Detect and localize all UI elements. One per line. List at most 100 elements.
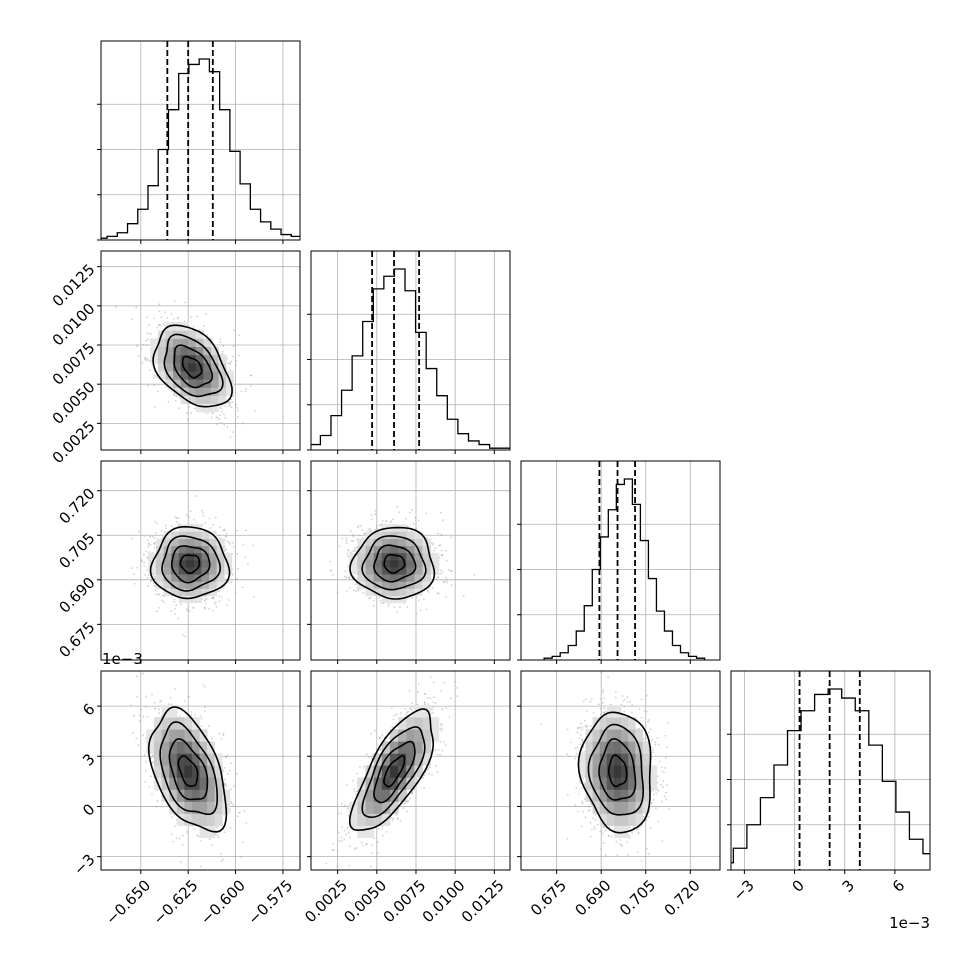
scatter-point — [407, 710, 410, 713]
scatter-point — [371, 851, 374, 854]
scatter-point — [654, 741, 656, 744]
scatter-point — [623, 705, 626, 708]
scatter-point — [379, 748, 382, 751]
scatter-point — [153, 546, 156, 549]
density-cell — [621, 789, 629, 802]
scatter-point — [170, 525, 173, 528]
scatter-point — [177, 316, 180, 319]
scatter-point — [173, 600, 176, 603]
density-cell — [606, 729, 615, 742]
scatter-point — [355, 846, 358, 849]
scatter-point — [362, 844, 365, 847]
scatter-point — [160, 316, 163, 319]
scatter-point — [353, 788, 356, 791]
density-cell — [613, 813, 622, 826]
density-cell — [349, 567, 358, 575]
scatter-point — [392, 718, 395, 721]
scatter-point — [579, 733, 582, 736]
scatter-point — [578, 736, 581, 739]
scatter-point — [602, 842, 605, 845]
scatter-point — [657, 789, 660, 792]
density-cell — [422, 717, 432, 730]
scatter-point — [144, 760, 147, 763]
scatter-point — [423, 702, 426, 704]
density-cell — [406, 545, 415, 554]
scatter-point — [385, 830, 388, 833]
scatter-point — [392, 817, 394, 820]
density-cell — [146, 741, 155, 754]
panel-frame — [520, 460, 721, 661]
scatter-point — [411, 792, 414, 794]
density-cell — [163, 581, 172, 589]
scatter-point — [379, 523, 382, 526]
scatter-point — [363, 532, 366, 535]
scatter-point — [438, 544, 441, 547]
density-cell — [188, 379, 197, 388]
scatter-point — [441, 555, 444, 557]
density-cell — [365, 825, 375, 838]
density-cell — [191, 741, 200, 754]
scatter-point — [365, 753, 368, 756]
scatter-point — [417, 519, 420, 522]
density-cell — [613, 789, 622, 802]
density-cell — [150, 346, 159, 356]
density-cell — [210, 403, 219, 413]
scatter-point — [631, 704, 633, 707]
scatter-point — [214, 829, 217, 832]
scatter-point — [181, 843, 184, 846]
density-cell — [171, 581, 180, 589]
density-cell — [195, 403, 204, 413]
density-cell — [414, 574, 423, 582]
scatter-point — [599, 697, 602, 700]
scatter-point — [332, 574, 335, 576]
scatter-point — [219, 338, 222, 341]
scatter-point — [589, 835, 592, 838]
scatter-point — [604, 854, 607, 857]
scatter-point — [146, 358, 149, 360]
scatter-point — [153, 542, 155, 545]
density-cell — [365, 588, 375, 596]
scatter-point — [368, 597, 371, 600]
scatter-point — [408, 690, 411, 692]
scatter-point — [436, 771, 439, 774]
scatter-point — [203, 606, 206, 609]
density-cell — [357, 574, 366, 582]
scatter-point — [219, 341, 222, 344]
density-cell — [210, 346, 219, 356]
scatter-point — [154, 589, 157, 592]
scatter-point — [154, 707, 157, 710]
scatter-point — [145, 769, 147, 772]
scatter-point — [225, 536, 228, 539]
density-cell — [381, 801, 391, 814]
scatter-point — [225, 785, 228, 788]
scatter-point — [220, 860, 223, 863]
scatter-point — [629, 700, 632, 703]
scatter-point — [354, 550, 357, 552]
scatter-point — [375, 748, 378, 751]
scatter-point — [204, 521, 207, 524]
scatter-point — [345, 784, 348, 786]
scatter-point — [177, 524, 180, 526]
scatter-point — [244, 390, 247, 393]
scatter-point — [338, 545, 341, 548]
x-tick-label: 0.0100 — [419, 876, 469, 926]
density-cell — [398, 595, 407, 604]
density-cell — [389, 765, 399, 778]
scatter-point — [432, 706, 435, 709]
density-cell — [157, 338, 166, 347]
scatter-point — [192, 606, 195, 609]
scatter-point — [441, 749, 444, 752]
scatter-point — [388, 603, 390, 606]
density-cell — [406, 559, 415, 568]
density-cell — [422, 574, 432, 582]
scatter-point — [148, 369, 151, 372]
scatter-point — [236, 406, 239, 409]
scatter-point — [229, 362, 231, 365]
density-cell — [155, 552, 164, 561]
scatter-point — [596, 823, 599, 826]
density-cell — [150, 338, 159, 347]
density-cell — [171, 567, 180, 575]
scatter-point — [218, 831, 221, 834]
scatter-point — [132, 714, 135, 717]
scatter-point — [144, 357, 146, 360]
